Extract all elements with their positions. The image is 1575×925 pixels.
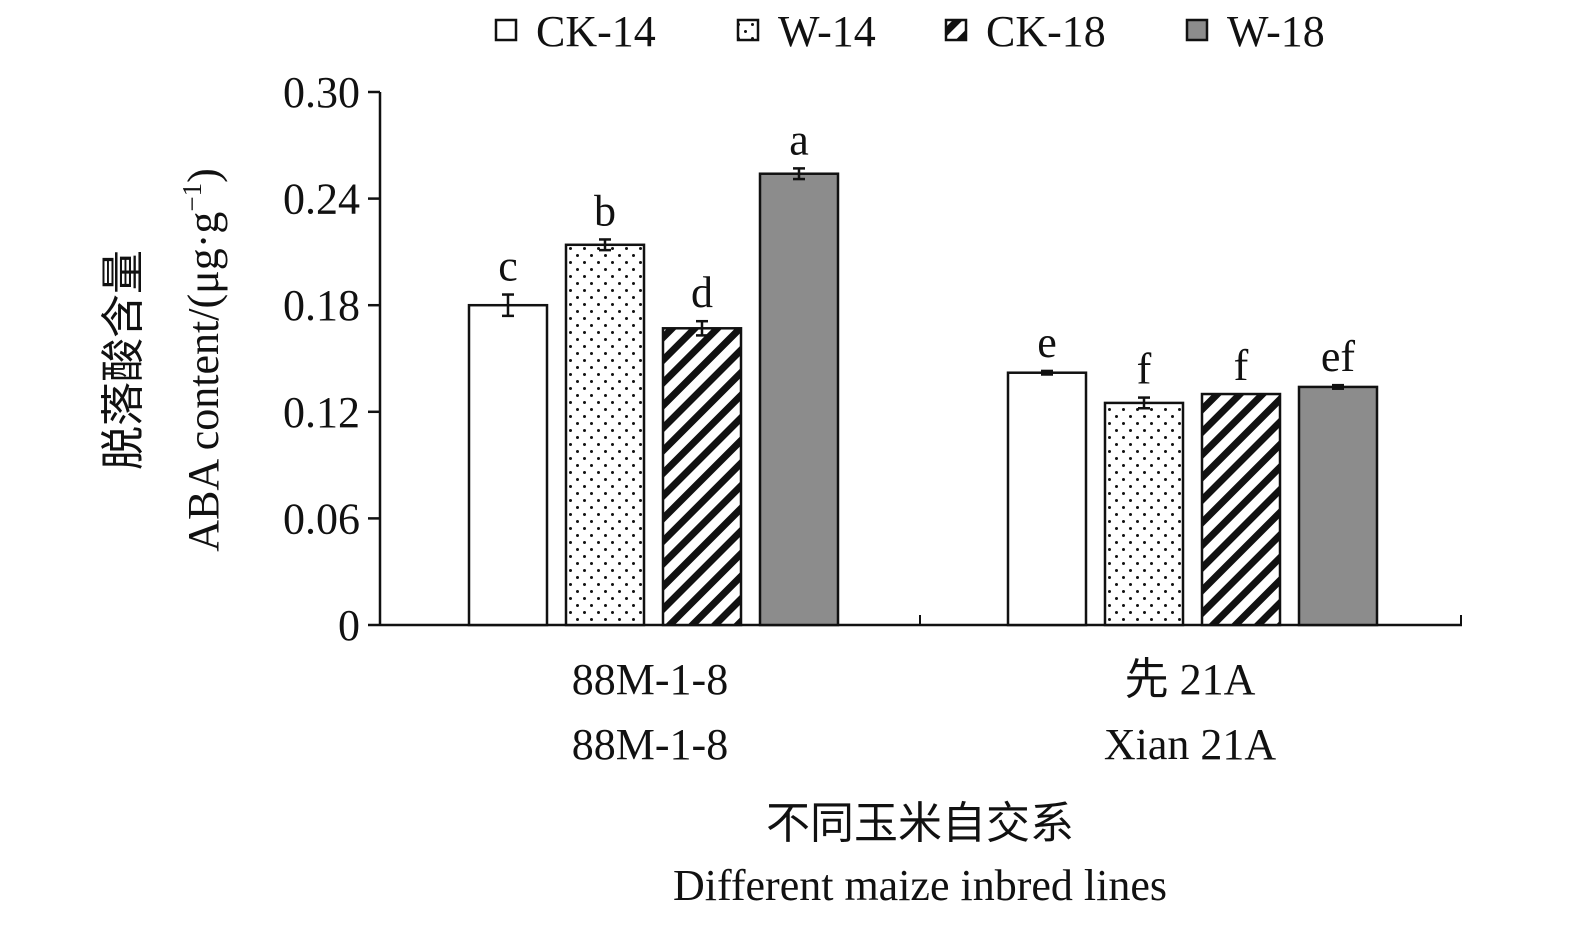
x-axis-label-cn: 不同玉米自交系 bbox=[766, 799, 1074, 848]
y-tick-label: 0.06 bbox=[283, 494, 360, 543]
legend-swatch bbox=[1185, 18, 1209, 42]
bar bbox=[564, 243, 646, 627]
x-category-label: 先 21A bbox=[1125, 655, 1256, 704]
bar bbox=[661, 327, 743, 627]
bar bbox=[758, 172, 840, 627]
bars: c e b f d f a ef bbox=[467, 115, 1379, 627]
bar bbox=[467, 303, 549, 627]
significance-label: a bbox=[789, 115, 809, 164]
significance-label: d bbox=[691, 268, 713, 317]
y-tick-label: 0.30 bbox=[283, 68, 360, 117]
y-ticks: 0 0.06 0.12 0.18 0.24 0.30 bbox=[283, 68, 380, 650]
legend-swatch bbox=[494, 18, 518, 42]
y-axis-label-en: ABA content/(μg·g−1) bbox=[177, 168, 228, 552]
y-tick-label: 0.12 bbox=[283, 388, 360, 437]
legend-label: CK-18 bbox=[986, 7, 1106, 56]
bar bbox=[1297, 385, 1379, 627]
legend-swatch bbox=[736, 18, 760, 42]
legend: CK-14 W-14 CK-18 W-18 bbox=[494, 7, 1325, 56]
y-axis-label-cn: 脱落酸含量 bbox=[99, 250, 148, 470]
legend-label: CK-14 bbox=[536, 7, 656, 56]
legend-swatch bbox=[944, 18, 968, 42]
significance-label: ef bbox=[1321, 332, 1356, 381]
significance-label: f bbox=[1234, 341, 1249, 390]
bar bbox=[1006, 371, 1088, 627]
y-tick-label: 0.24 bbox=[283, 175, 360, 224]
x-category-label-en: 88M-1-8 bbox=[572, 720, 728, 769]
x-category-label-en: Xian 21A bbox=[1104, 720, 1277, 769]
significance-label: c bbox=[498, 242, 518, 291]
x-axis-label-en: Different maize inbred lines bbox=[673, 861, 1167, 910]
legend-label: W-18 bbox=[1227, 7, 1325, 56]
significance-label: e bbox=[1037, 318, 1057, 367]
x-category-labels: 88M-1-8 88M-1-8 先 21A Xian 21A bbox=[572, 655, 1277, 769]
significance-label: b bbox=[594, 186, 616, 235]
x-category-label: 88M-1-8 bbox=[572, 655, 728, 704]
bar bbox=[1103, 401, 1185, 627]
y-axis-label: 脱落酸含量 ABA content/(μg·g−1) bbox=[99, 168, 228, 552]
significance-label: f bbox=[1137, 345, 1152, 394]
legend-label: W-14 bbox=[778, 7, 876, 56]
y-tick-label: 0 bbox=[338, 601, 360, 650]
bar bbox=[1200, 392, 1282, 627]
y-tick-label: 0.18 bbox=[283, 281, 360, 330]
